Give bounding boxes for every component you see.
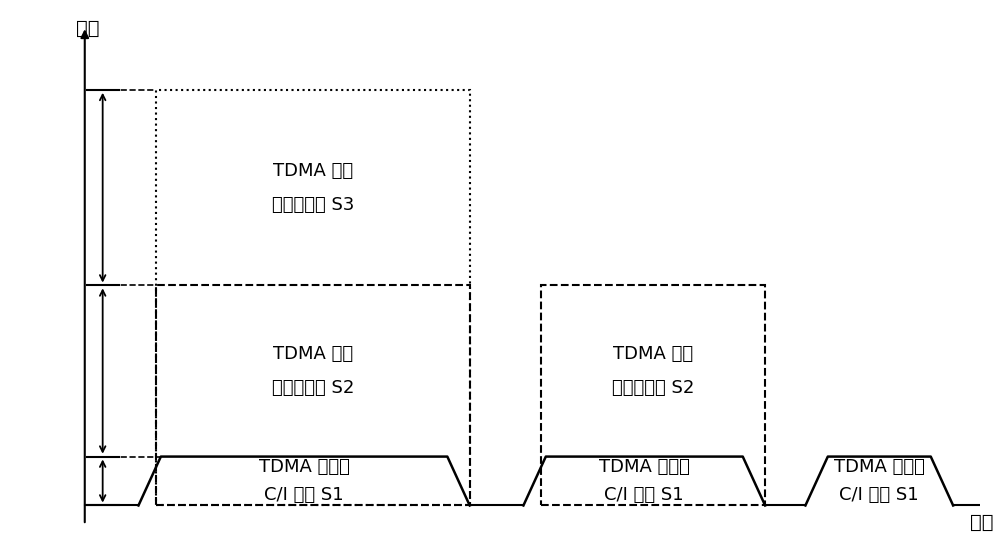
Text: 快衰落起伏 S2: 快衰落起伏 S2 bbox=[612, 379, 694, 397]
Text: TDMA 信号的: TDMA 信号的 bbox=[259, 458, 350, 476]
Bar bbox=[156, 90, 470, 506]
Text: 快衰落起伏 S2: 快衰落起伏 S2 bbox=[272, 379, 354, 397]
Text: TDMA 信号的: TDMA 信号的 bbox=[834, 458, 925, 476]
Text: TDMA 信号: TDMA 信号 bbox=[273, 345, 353, 363]
Bar bbox=[156, 285, 470, 506]
Text: TDMA 信号的: TDMA 信号的 bbox=[599, 458, 690, 476]
Text: 时间: 时间 bbox=[970, 513, 993, 532]
Text: 幅度: 幅度 bbox=[76, 19, 99, 38]
Text: TDMA 信号: TDMA 信号 bbox=[273, 162, 353, 179]
Text: C/I 要求 S1: C/I 要求 S1 bbox=[264, 486, 344, 504]
Text: TDMA 信号: TDMA 信号 bbox=[613, 345, 693, 363]
Text: C/I 要求 S1: C/I 要求 S1 bbox=[839, 486, 919, 504]
Bar bbox=[541, 285, 765, 506]
Text: 慢衰落起伏 S3: 慢衰落起伏 S3 bbox=[272, 196, 354, 214]
Text: C/I 要求 S1: C/I 要求 S1 bbox=[604, 486, 684, 504]
